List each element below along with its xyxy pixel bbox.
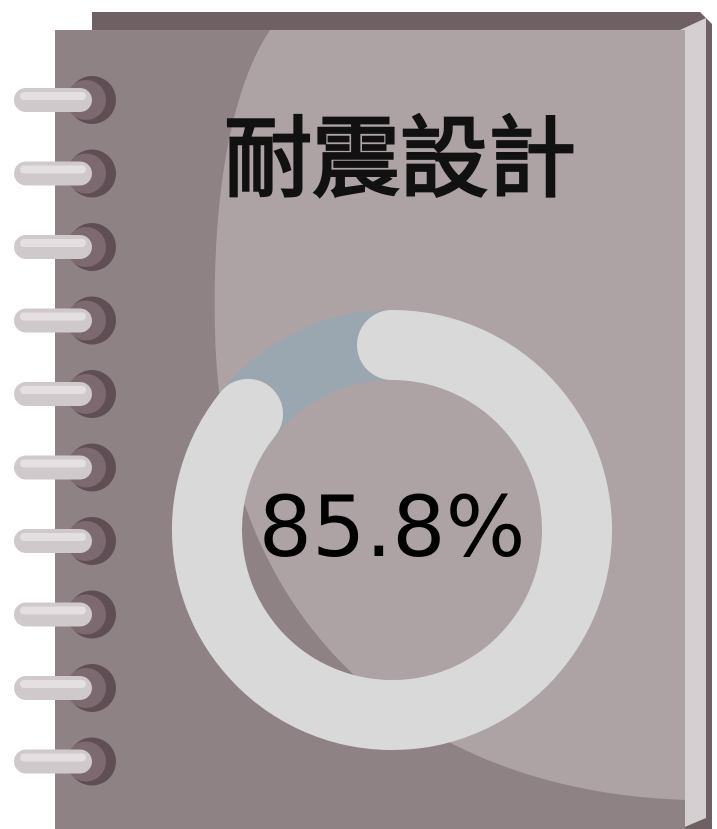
ring-wire-shine — [20, 460, 86, 468]
notebook: 耐震設計 85.8% — [0, 0, 717, 829]
ring-wire-shine — [20, 680, 86, 688]
value-label: 85.8% — [259, 478, 526, 576]
ring-wire-shine — [20, 607, 86, 615]
page: 耐震設計 85.8% (() => { const data = JSON.pa… — [0, 0, 717, 829]
ring-wire-shine — [20, 754, 86, 762]
title: 耐震設計 — [224, 107, 576, 210]
ring-wire-shine — [20, 239, 86, 247]
ring-wire-shine — [20, 386, 86, 394]
ring-wire-shine — [20, 166, 86, 174]
ring-wire-shine — [20, 533, 86, 541]
ring-wire-shine — [20, 313, 86, 321]
ring-wire-shine — [20, 92, 86, 100]
